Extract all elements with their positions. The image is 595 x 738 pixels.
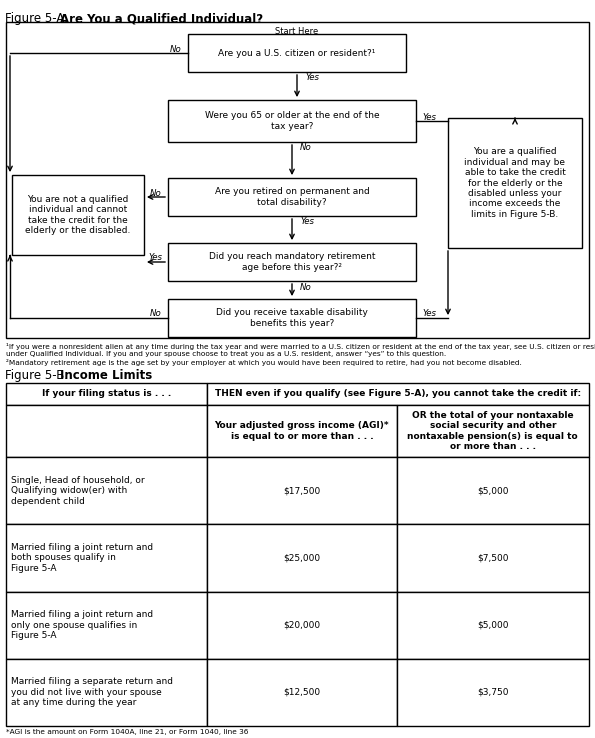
Text: No: No bbox=[151, 309, 162, 319]
Bar bbox=[168, 243, 416, 281]
Text: Single, Head of household, or
Qualifying widow(er) with
dependent child: Single, Head of household, or Qualifying… bbox=[11, 476, 145, 506]
Bar bbox=[397, 457, 589, 524]
Text: $5,000: $5,000 bbox=[477, 621, 509, 630]
Bar bbox=[6, 383, 207, 405]
Text: You are a qualified
individual and may be
able to take the credit
for the elderl: You are a qualified individual and may b… bbox=[465, 148, 565, 218]
Bar bbox=[6, 524, 207, 591]
Text: $12,500: $12,500 bbox=[283, 688, 321, 697]
Text: Yes: Yes bbox=[422, 309, 436, 319]
Text: No: No bbox=[151, 188, 162, 198]
Bar bbox=[6, 659, 207, 726]
Text: Are you a U.S. citizen or resident?¹: Are you a U.S. citizen or resident?¹ bbox=[218, 49, 375, 58]
Bar bbox=[6, 591, 207, 659]
Text: Income Limits: Income Limits bbox=[60, 369, 152, 382]
Text: THEN even if you qualify (see Figure 5-A), you cannot take the credit if:: THEN even if you qualify (see Figure 5-A… bbox=[215, 390, 581, 399]
Bar bbox=[12, 175, 144, 255]
Bar bbox=[397, 591, 589, 659]
Text: *AGI is the amount on Form 1040A, line 21, or Form 1040, line 36: *AGI is the amount on Form 1040A, line 2… bbox=[6, 729, 248, 735]
Bar bbox=[6, 22, 589, 338]
Bar bbox=[397, 524, 589, 591]
Text: $7,500: $7,500 bbox=[477, 554, 509, 562]
Bar bbox=[207, 524, 397, 591]
Bar bbox=[168, 299, 416, 337]
Bar bbox=[168, 100, 416, 142]
Text: under Qualified Individual. If you and your spouse choose to treat you as a U.S.: under Qualified Individual. If you and y… bbox=[6, 351, 446, 357]
Bar bbox=[6, 457, 207, 524]
Text: If your filing status is . . .: If your filing status is . . . bbox=[42, 390, 171, 399]
Text: Married filing a joint return and
both spouses qualify in
Figure 5-A: Married filing a joint return and both s… bbox=[11, 543, 153, 573]
Text: Married filing a joint return and
only one spouse qualifies in
Figure 5-A: Married filing a joint return and only o… bbox=[11, 610, 153, 640]
Text: $5,000: $5,000 bbox=[477, 486, 509, 495]
Text: $17,500: $17,500 bbox=[283, 486, 321, 495]
Text: Yes: Yes bbox=[148, 253, 162, 263]
Text: No: No bbox=[300, 143, 312, 153]
Text: Were you 65 or older at the end of the
tax year?: Were you 65 or older at the end of the t… bbox=[205, 111, 380, 131]
Text: Yes: Yes bbox=[300, 218, 314, 227]
Bar bbox=[207, 383, 589, 405]
Bar bbox=[207, 591, 397, 659]
Text: No: No bbox=[170, 44, 182, 53]
Text: Married filing a separate return and
you did not live with your spouse
at any ti: Married filing a separate return and you… bbox=[11, 677, 173, 707]
Bar bbox=[188, 34, 406, 72]
Text: Are you retired on permanent and
total disability?: Are you retired on permanent and total d… bbox=[215, 187, 369, 207]
Text: $20,000: $20,000 bbox=[283, 621, 321, 630]
Text: ¹If you were a nonresident alien at any time during the tax year and were marrie: ¹If you were a nonresident alien at any … bbox=[6, 343, 595, 350]
Text: Are You a Qualified Individual?: Are You a Qualified Individual? bbox=[60, 12, 263, 25]
Text: Your adjusted gross income (AGI)*
is equal to or more than . . .: Your adjusted gross income (AGI)* is equ… bbox=[215, 421, 389, 441]
Bar bbox=[448, 118, 582, 248]
Text: Yes: Yes bbox=[305, 74, 319, 83]
Text: Did you reach mandatory retirement
age before this year?²: Did you reach mandatory retirement age b… bbox=[209, 252, 375, 272]
Bar bbox=[168, 178, 416, 216]
Bar bbox=[207, 457, 397, 524]
Text: OR the total of your nontaxable
social security and other
nontaxable pension(s) : OR the total of your nontaxable social s… bbox=[408, 411, 578, 451]
Text: ²Mandatory retirement age is the age set by your employer at which you would hav: ²Mandatory retirement age is the age set… bbox=[6, 359, 522, 366]
Bar bbox=[6, 405, 207, 457]
Text: Start Here: Start Here bbox=[275, 27, 319, 36]
Bar bbox=[207, 405, 397, 457]
Text: Figure 5-B.: Figure 5-B. bbox=[5, 369, 68, 382]
Bar bbox=[207, 659, 397, 726]
Text: $25,000: $25,000 bbox=[283, 554, 321, 562]
Text: No: No bbox=[300, 283, 312, 292]
Text: Yes: Yes bbox=[422, 112, 436, 122]
Text: Figure 5-A.: Figure 5-A. bbox=[5, 12, 68, 25]
Bar bbox=[397, 659, 589, 726]
Text: You are not a qualified
individual and cannot
take the credit for the
elderly or: You are not a qualified individual and c… bbox=[26, 195, 131, 235]
Bar bbox=[397, 405, 589, 457]
Text: $3,750: $3,750 bbox=[477, 688, 509, 697]
Text: Did you receive taxable disability
benefits this year?: Did you receive taxable disability benef… bbox=[216, 308, 368, 328]
